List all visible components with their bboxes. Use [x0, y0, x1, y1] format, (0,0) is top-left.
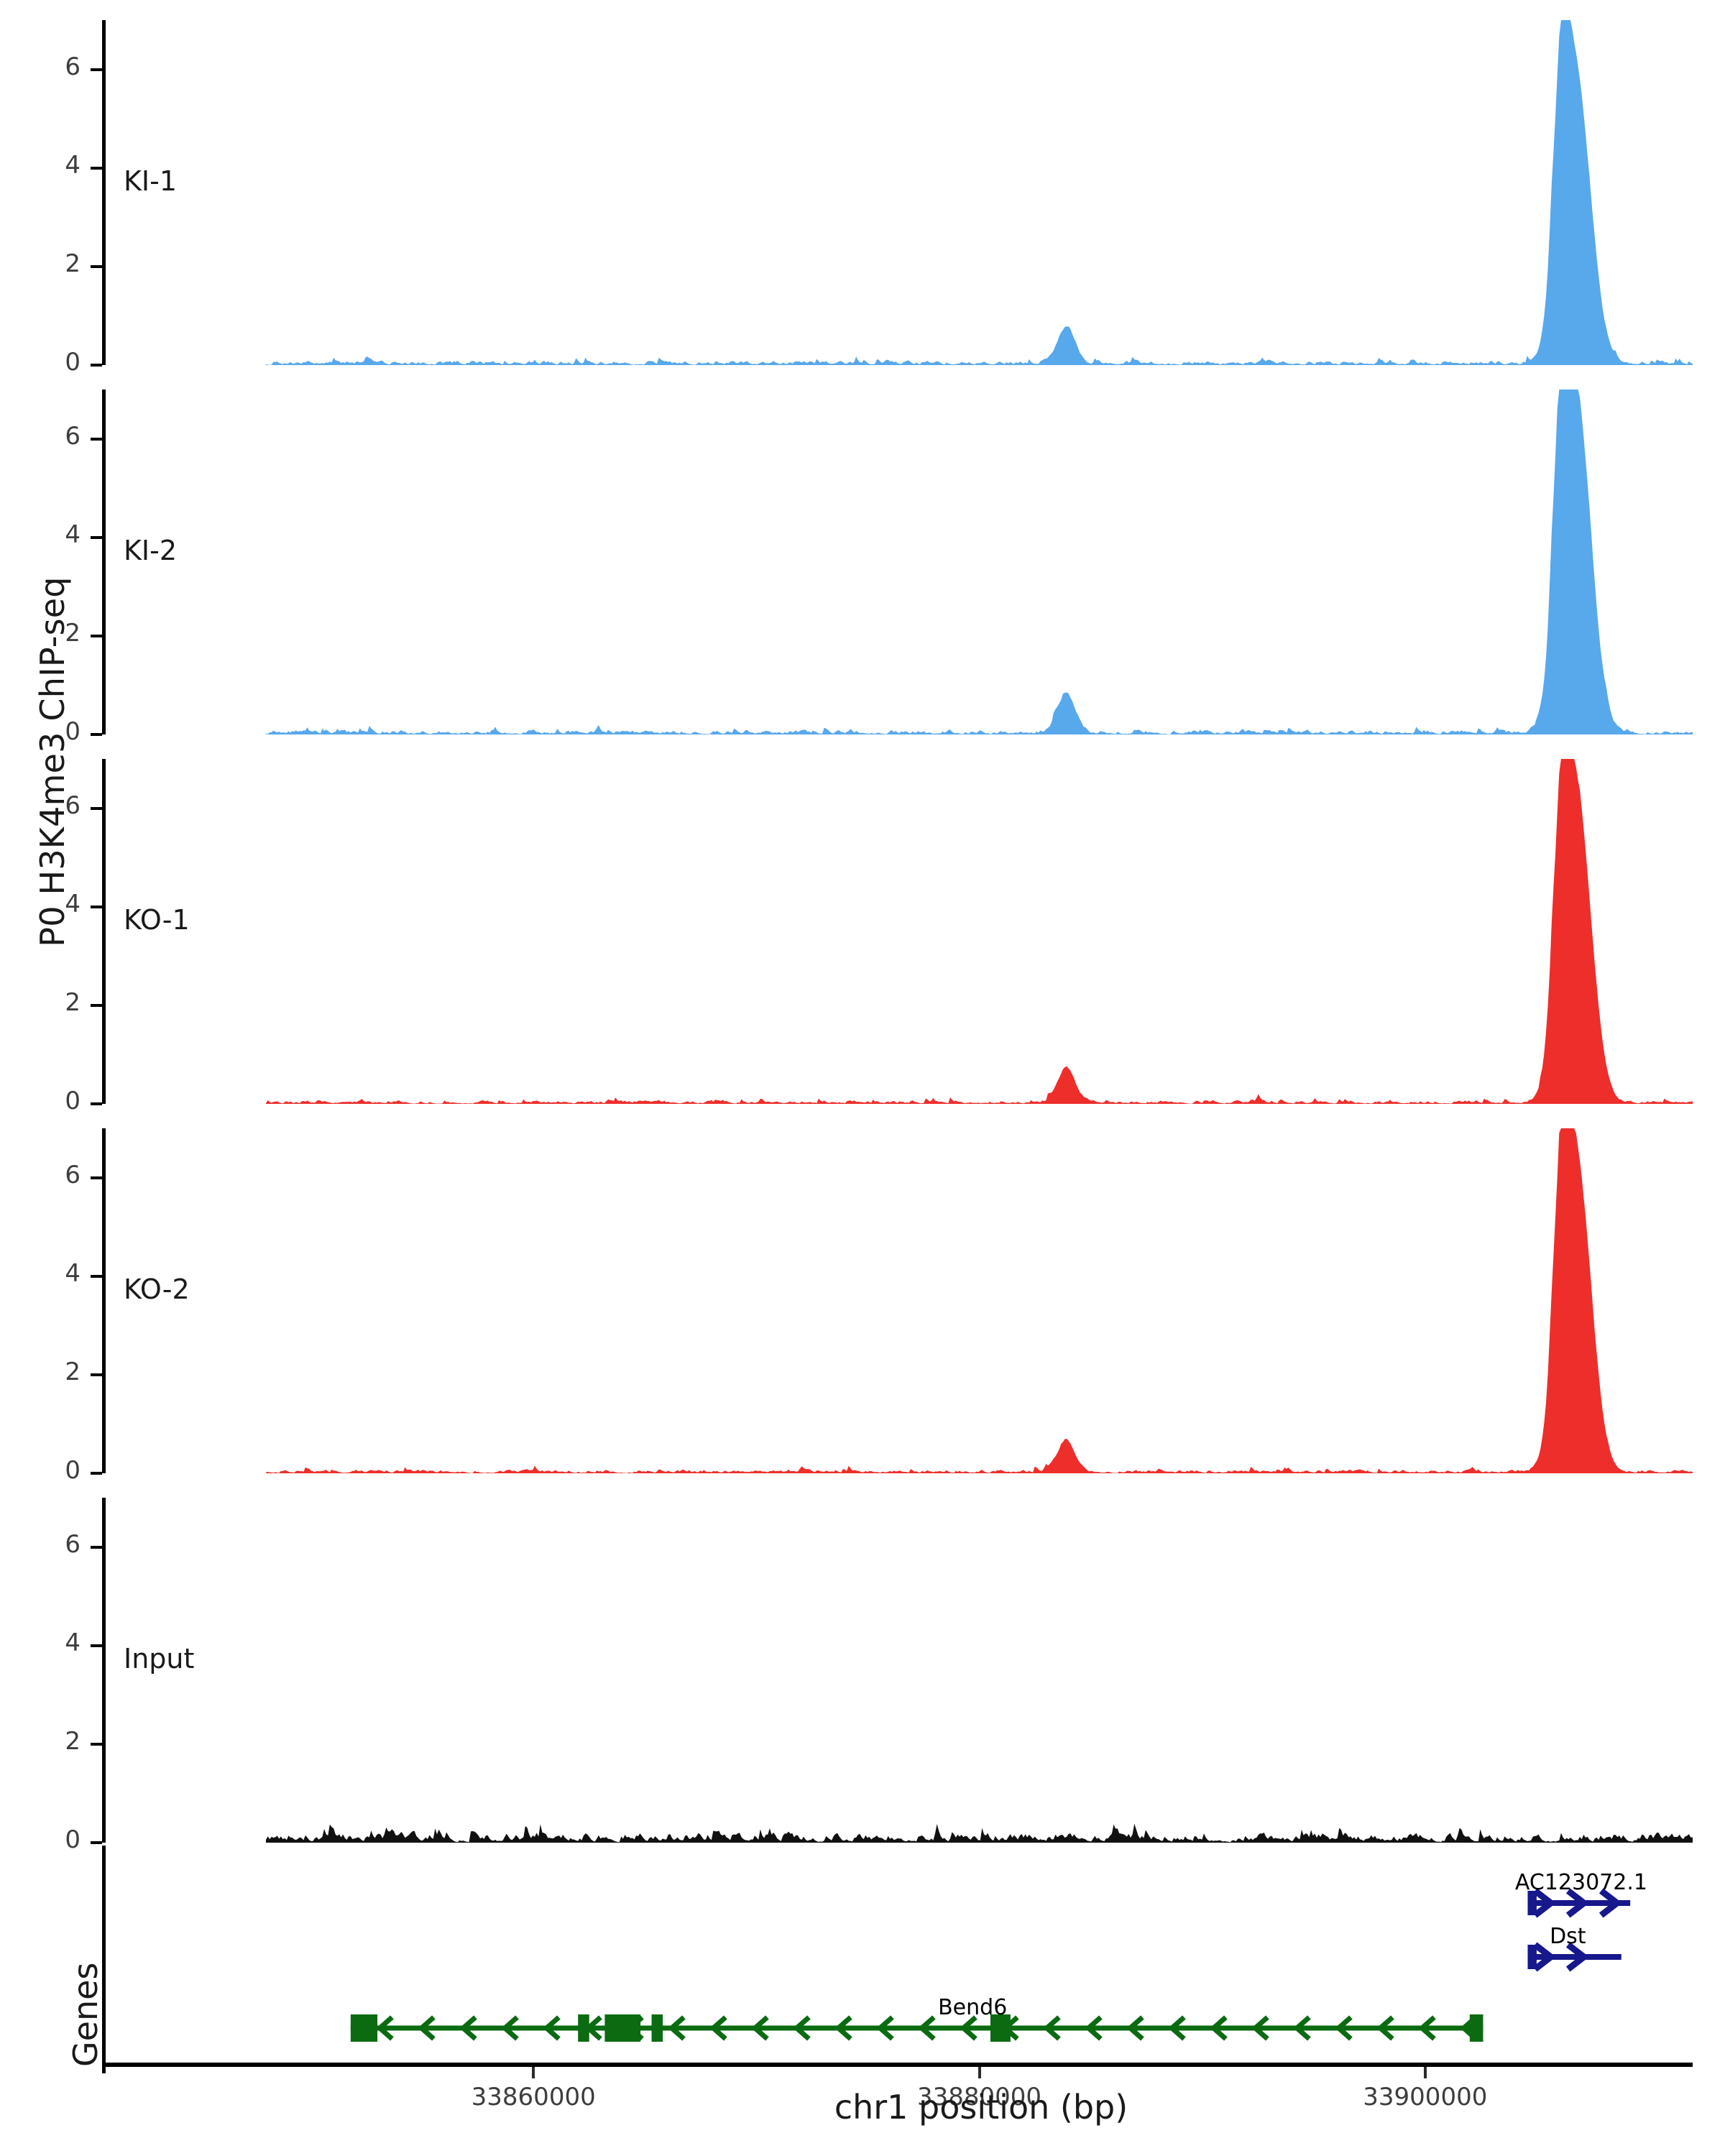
gene-label-ac123072-1: AC123072.1 [1514, 1870, 1647, 1895]
gene-exon [990, 2014, 1011, 2042]
gene-strand-arrow [709, 2015, 727, 2041]
genes-axis-spine [102, 1846, 106, 2073]
gene-strand-arrow [1251, 2015, 1269, 2041]
gene-strand-arrow [543, 2015, 561, 2041]
gene-strand-arrow [876, 2015, 894, 2041]
x-tick [532, 2067, 535, 2078]
gene-exon [1469, 2014, 1484, 2042]
x-axis-label: chr1 position (bp) [834, 2088, 1128, 2127]
gene-strand-arrow [1532, 1942, 1557, 1972]
gene-strand-arrow [1043, 2015, 1061, 2041]
gene-strand-arrow [668, 2015, 686, 2041]
gene-strand-arrow [834, 2015, 852, 2041]
x-axis-spine [106, 2063, 1693, 2067]
gene-strand-arrow [501, 2015, 519, 2041]
gene-strand-arrow [1335, 2015, 1353, 2041]
gene-exon [1527, 1891, 1537, 1915]
gene-exon [604, 2014, 641, 2042]
gene-exon [350, 2014, 378, 2042]
x-tick-label: 33880000 [916, 2083, 1042, 2111]
gene-strand-arrow [459, 2015, 477, 2041]
gene-strand-arrow [1532, 1888, 1557, 1918]
gene-label-bend6: Bend6 [938, 1995, 1008, 2020]
gene-strand-arrow [1598, 1888, 1623, 1918]
gene-strand-arrow [751, 2015, 769, 2041]
gene-strand-arrow [1085, 2015, 1103, 2041]
gene-label-dst: Dst [1550, 1924, 1586, 1949]
x-tick [978, 2067, 981, 2078]
gene-exon [651, 2014, 663, 2042]
gene-strand-arrow [418, 2015, 436, 2041]
gene-strand-arrow [960, 2015, 978, 2041]
gene-exon [1527, 1945, 1537, 1969]
gene-strand-arrow [1565, 1942, 1590, 1972]
gene-strand-arrow [1293, 2015, 1311, 2041]
gene-strand-arrow [793, 2015, 811, 2041]
x-tick-label: 33860000 [471, 2083, 596, 2111]
gene-strand-arrow [1376, 2015, 1394, 2041]
gene-strand-arrow [1565, 1888, 1590, 1918]
gene-strand-arrow [376, 2015, 394, 2041]
gene-exon [578, 2014, 589, 2042]
x-tick [1423, 2067, 1427, 2078]
gene-strand-arrow [1418, 2015, 1436, 2041]
gene-strand-arrow [918, 2015, 936, 2041]
gene-strand-arrow [1126, 2015, 1144, 2041]
gene-strand-arrow [1210, 2015, 1228, 2041]
x-tick-label: 33900000 [1363, 2083, 1488, 2111]
gene-strand-arrow [1168, 2015, 1186, 2041]
